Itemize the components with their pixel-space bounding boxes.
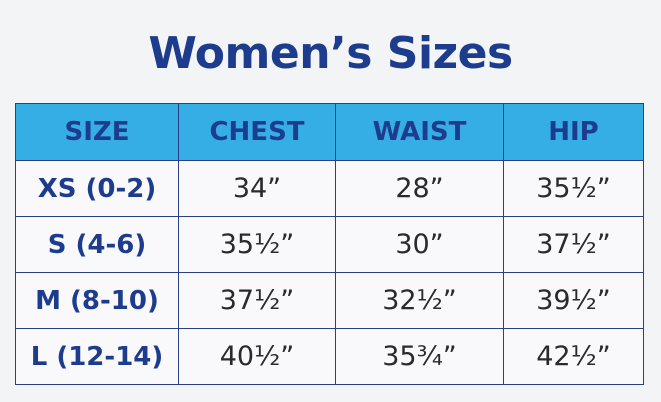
measurement: 40½” bbox=[178, 328, 336, 385]
header-row: SIZE CHEST WAIST HIP bbox=[15, 103, 644, 161]
table-row: M (8-10) 37½” 32½” 39½” bbox=[15, 272, 644, 329]
measurement: 30” bbox=[335, 216, 504, 273]
measurement: 37½” bbox=[178, 272, 336, 329]
measurement: 28” bbox=[335, 160, 504, 217]
measurement: 35½” bbox=[503, 160, 644, 217]
table-body: XS (0-2) 34” 28” 35½” S (4-6) 35½” 30” 37½” M (8… bbox=[15, 160, 644, 385]
size-table: SIZE CHEST WAIST HIP XS (0-2) 34” 28” 35½” S (4… bbox=[15, 103, 644, 385]
measurement: 39½” bbox=[503, 272, 644, 329]
table-row: S (4-6) 35½” 30” 37½” bbox=[15, 216, 644, 273]
title: Women’s Sizes bbox=[148, 28, 513, 79]
column-header: CHEST bbox=[178, 103, 336, 161]
measurement: 35¾” bbox=[335, 328, 504, 385]
size-label: XS (0-2) bbox=[15, 160, 179, 217]
measurement: 35½” bbox=[178, 216, 336, 273]
measurement: 32½” bbox=[335, 272, 504, 329]
size-label: L (12-14) bbox=[15, 328, 179, 385]
measurement: 37½” bbox=[503, 216, 644, 273]
measurement: 42½” bbox=[503, 328, 644, 385]
size-label: S (4-6) bbox=[15, 216, 179, 273]
column-header: WAIST bbox=[335, 103, 504, 161]
column-header: SIZE bbox=[15, 103, 179, 161]
column-header: HIP bbox=[503, 103, 644, 161]
size-label: M (8-10) bbox=[15, 272, 179, 329]
table-row: XS (0-2) 34” 28” 35½” bbox=[15, 160, 644, 217]
table-row: L (12-14) 40½” 35¾” 42½” bbox=[15, 328, 644, 385]
measurement: 34” bbox=[178, 160, 336, 217]
